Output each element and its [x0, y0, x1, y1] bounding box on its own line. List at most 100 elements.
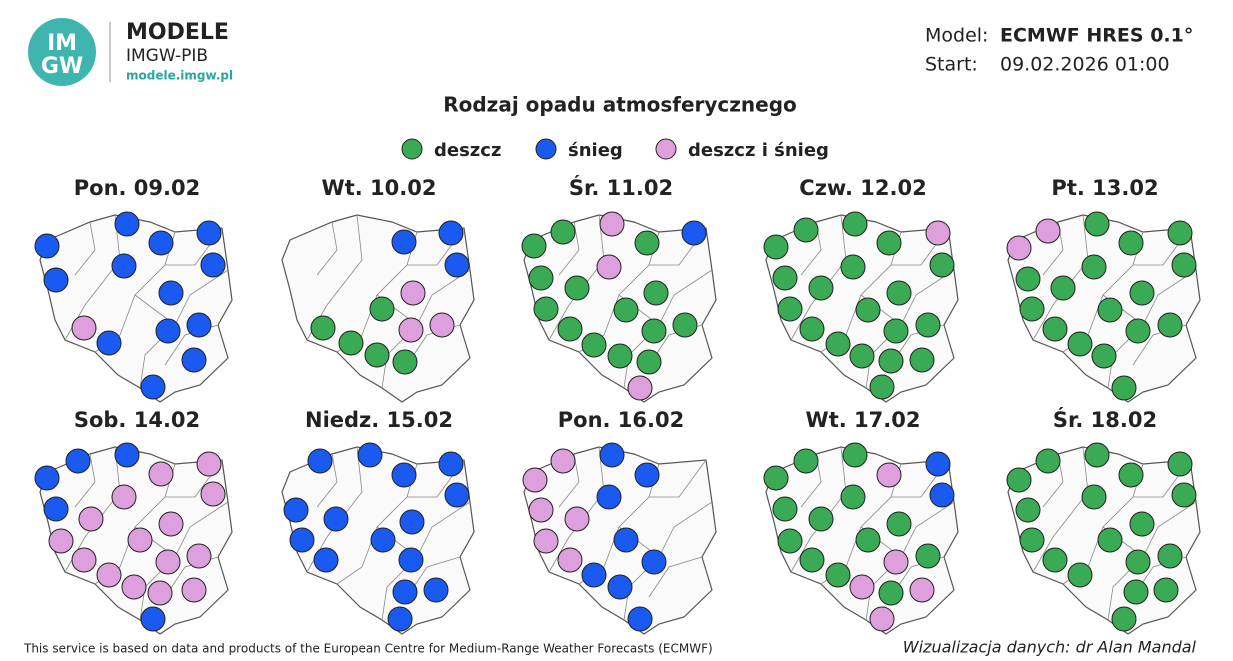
precip-dot — [855, 297, 881, 323]
precip-dot — [1019, 296, 1045, 322]
day-label: Śr. 18.02 — [1053, 407, 1157, 432]
precip-dot — [581, 562, 607, 588]
precip-dot — [842, 442, 868, 468]
precip-dot — [1097, 527, 1123, 553]
legend-label: deszcz i śnieg — [688, 140, 829, 161]
precip-dot — [528, 265, 554, 291]
precip-dot — [186, 312, 212, 338]
precip-dot — [43, 496, 69, 522]
precip-dot — [1015, 497, 1041, 523]
precip-dot — [71, 547, 97, 573]
precip-dot — [557, 316, 583, 342]
precip-dot — [929, 482, 955, 508]
precip-dot — [357, 442, 383, 468]
precip-dot — [1171, 252, 1197, 278]
precip-dot — [65, 448, 91, 474]
precip-dot — [925, 220, 951, 246]
precip-dot — [840, 254, 866, 280]
title: Rodzaj opadu atmosferycznego — [443, 93, 797, 117]
precip-dot — [915, 543, 941, 569]
precip-dot — [1097, 297, 1123, 323]
brand: MODELE — [126, 20, 229, 45]
precip-dot — [1167, 220, 1193, 246]
precip-dot — [140, 374, 166, 400]
precip-dot — [634, 230, 660, 256]
precip-dot — [307, 448, 333, 474]
precip-dot — [878, 348, 904, 374]
precip-dot — [772, 265, 798, 291]
precip-dot — [564, 275, 590, 301]
precip-dot — [627, 375, 653, 401]
precip-dot — [43, 267, 69, 293]
precip-dot — [878, 580, 904, 606]
precip-dot — [799, 316, 825, 342]
precip-dot — [400, 280, 426, 306]
precip-dot — [1157, 543, 1183, 569]
precip-dot — [842, 211, 868, 237]
legend-swatch — [401, 138, 423, 160]
source: This service is based on data and produc… — [23, 642, 713, 656]
precip-dot — [1067, 562, 1093, 588]
precip-dot — [777, 296, 803, 322]
precip-dot — [636, 349, 662, 375]
precip-dot — [1167, 451, 1193, 477]
precip-dot — [313, 547, 339, 573]
precip-dot — [423, 577, 449, 603]
precip-dot — [1084, 211, 1110, 237]
day-label: Pon. 09.02 — [74, 176, 200, 200]
precip-dot — [1050, 275, 1076, 301]
logo — [28, 18, 96, 86]
legend-label: śnieg — [568, 140, 623, 161]
day-label: Wt. 10.02 — [322, 176, 437, 200]
precip-dot — [929, 252, 955, 278]
precip-dot — [289, 527, 315, 553]
precip-dot — [155, 318, 181, 344]
logo-text: GW — [41, 54, 83, 79]
precip-dot — [876, 462, 902, 488]
precip-dot — [1081, 484, 1107, 510]
precip-dot — [1111, 375, 1137, 401]
legend-swatch — [535, 138, 557, 160]
precip-dot — [793, 448, 819, 474]
precip-dot — [111, 253, 137, 279]
precip-dot — [643, 280, 669, 306]
precip-dot — [915, 312, 941, 338]
precip-dot — [121, 574, 147, 600]
precip-dot — [1123, 579, 1149, 605]
precip-dot — [799, 547, 825, 573]
precip-dot — [599, 442, 625, 468]
precip-dot — [641, 318, 667, 344]
credit: Wizualizacja danych: dr Alan Mandal — [903, 638, 1197, 657]
precip-dot — [763, 234, 789, 260]
precip-dot — [155, 549, 181, 575]
precip-dot — [793, 217, 819, 243]
logo-text: IM — [47, 31, 77, 56]
precip-dot — [1171, 482, 1197, 508]
precip-dot — [127, 527, 153, 553]
precip-dot — [391, 462, 417, 488]
precip-dot — [1125, 318, 1151, 344]
precip-dot — [96, 330, 122, 356]
precip-dot — [111, 484, 137, 510]
precip-dot — [387, 606, 413, 632]
precip-dot — [849, 343, 875, 369]
day-label: Pon. 16.02 — [558, 408, 684, 432]
precip-dot — [564, 506, 590, 532]
day-label: Śr. 11.02 — [569, 175, 673, 200]
precip-dot — [158, 280, 184, 306]
precip-dot — [114, 442, 140, 468]
precip-dot — [521, 233, 547, 259]
precip-dot — [398, 547, 424, 573]
precip-dot — [200, 252, 226, 278]
precip-dot — [550, 219, 576, 245]
precip-dot — [627, 606, 653, 632]
precip-dot — [96, 562, 122, 588]
precip-dot — [808, 275, 834, 301]
precip-dot — [114, 211, 140, 237]
precip-dot — [886, 280, 912, 306]
precip-dot — [533, 296, 559, 322]
precip-dot — [607, 343, 633, 369]
precip-dot — [825, 331, 851, 357]
precip-dot — [1118, 462, 1144, 488]
